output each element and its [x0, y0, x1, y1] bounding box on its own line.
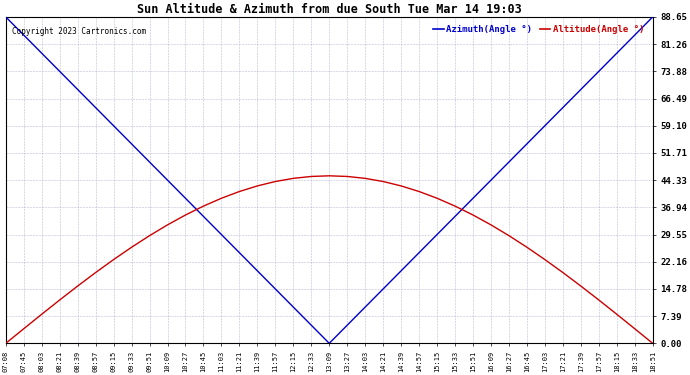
Title: Sun Altitude & Azimuth from due South Tue Mar 14 19:03: Sun Altitude & Azimuth from due South Tu…	[137, 3, 522, 16]
Text: Copyright 2023 Cartronics.com: Copyright 2023 Cartronics.com	[12, 27, 146, 36]
Legend: Azimuth(Angle °), Altitude(Angle °): Azimuth(Angle °), Altitude(Angle °)	[429, 21, 648, 38]
